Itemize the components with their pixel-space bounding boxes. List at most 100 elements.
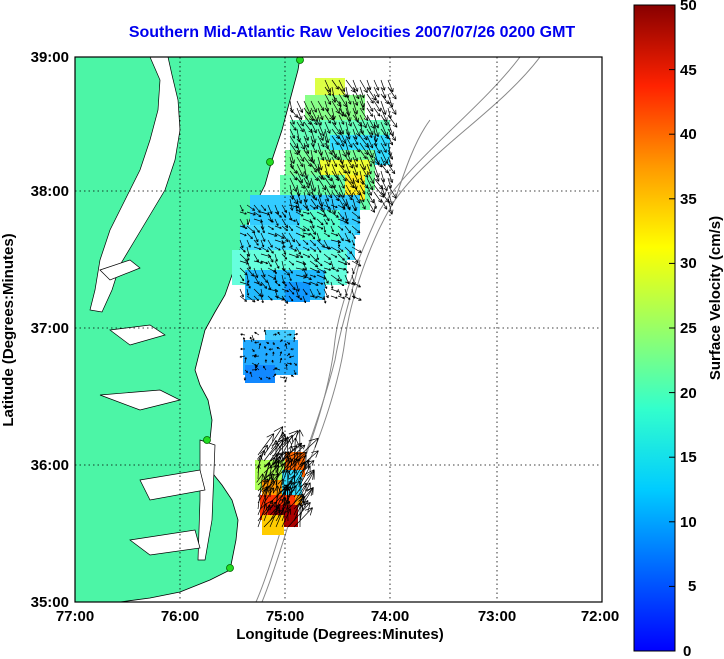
velocity-arrow [337, 267, 346, 271]
velocity-arrow [251, 354, 257, 357]
velocity-arrow [351, 295, 362, 301]
velocity-arrow [239, 225, 248, 230]
velocity-arrow [380, 198, 388, 210]
velocity-arrow [310, 121, 317, 134]
velocity-arrow [249, 336, 253, 343]
velocity-arrow [281, 485, 297, 510]
velocity-arrow [324, 142, 333, 155]
velocity-arrow [331, 198, 337, 215]
velocity-arrow [331, 79, 339, 90]
velocity-arrow [246, 211, 256, 216]
velocity-arrow [244, 357, 247, 364]
velocity-arrow [289, 114, 295, 125]
velocity-arrow [323, 225, 327, 233]
colorbar-tick-label: 25 [680, 320, 697, 337]
velocity-arrow [344, 267, 349, 274]
velocity-arrow [299, 470, 315, 498]
velocity-arrow [239, 211, 247, 215]
velocity-arrow [331, 156, 338, 168]
velocity-arrow [366, 198, 376, 213]
velocity-arrow [359, 191, 365, 203]
colorbar-tick-label: 50 [680, 0, 697, 14]
velocity-arrow [293, 369, 297, 375]
velocity-arrow [253, 281, 263, 286]
velocity-arrow [267, 239, 273, 248]
velocity-arrow [302, 267, 308, 277]
velocity-arrow [286, 362, 293, 365]
velocity-arrow [260, 246, 270, 253]
velocity-arrow [281, 295, 289, 304]
velocity-arrow [295, 246, 301, 255]
velocity-arrow [344, 204, 351, 210]
velocity-arrow [373, 79, 380, 91]
velocity-arrow [274, 367, 281, 371]
velocity-arrow [239, 274, 245, 282]
velocity-arrow [373, 149, 380, 166]
velocity-arrow [337, 260, 348, 266]
velocity-arrow [288, 246, 297, 252]
velocity-arrow [302, 260, 308, 271]
velocity-arrow [323, 281, 328, 289]
velocity-arrow [302, 246, 310, 251]
velocity-arrow [295, 218, 300, 226]
velocity-arrow [387, 184, 397, 199]
velocity-arrow [324, 184, 333, 199]
velocity-arrow [345, 170, 354, 185]
velocity-arrow [387, 100, 397, 115]
velocity-field-small [243, 330, 298, 383]
velocity-arrow [260, 295, 264, 304]
velocity-arrow [338, 177, 345, 189]
velocity-arrow [289, 355, 295, 359]
velocity-arrow [366, 149, 375, 165]
velocity-arrow [310, 114, 318, 126]
velocity-arrow [380, 114, 388, 126]
velocity-arrow [264, 359, 268, 364]
velocity-arrow [352, 149, 359, 162]
velocity-arrow [345, 135, 353, 148]
velocity-arrow [302, 274, 312, 281]
velocity-arrow [316, 211, 327, 217]
colorbar-tick-label: 5 [688, 578, 696, 595]
velocity-arrow [246, 239, 251, 248]
velocity-arrow [268, 348, 274, 351]
velocity-arrow [323, 288, 329, 299]
velocity-arrow [324, 191, 330, 202]
velocity-arrow [257, 485, 271, 516]
velocity-arrow [296, 107, 303, 121]
velocity-arrow [303, 100, 311, 115]
velocity-arrow [253, 355, 260, 358]
velocity-arrow [267, 295, 273, 301]
velocity-arrow [344, 246, 353, 255]
colorbar-tick-label: 40 [680, 126, 697, 143]
velocity-arrow [366, 184, 373, 196]
velocity-arrow [380, 149, 389, 164]
velocity-arrow [352, 170, 360, 184]
velocity-arrow [316, 225, 324, 230]
velocity-arrow [267, 246, 274, 254]
velocity-arrow [267, 232, 278, 237]
velocity-arrow [274, 295, 285, 301]
velocity-arrow [366, 93, 374, 104]
velocity-arrow [351, 239, 355, 246]
velocity-arrow [293, 482, 307, 504]
velocity-arrow [380, 177, 388, 192]
velocity-arrow [246, 281, 251, 289]
velocity-arrow [366, 163, 372, 175]
velocity-arrow [317, 121, 325, 137]
velocity-arrow [352, 128, 358, 140]
y-tick-label: 37:00 [31, 320, 69, 337]
velocity-arrow [338, 107, 347, 117]
velocity-arrow [359, 149, 367, 160]
velocity-arrow [257, 503, 268, 528]
velocity-arrow [240, 333, 246, 336]
velocity-arrow [257, 499, 274, 522]
colorbar-tick-label: 20 [680, 385, 697, 402]
velocity-arrow [281, 253, 288, 260]
velocity-arrow [239, 267, 248, 276]
velocity-arrow [330, 232, 339, 237]
x-tick-label: 75:00 [266, 608, 304, 625]
velocity-arrow [260, 260, 269, 265]
velocity-arrow [351, 232, 356, 240]
velocity-arrow [289, 128, 295, 139]
velocity-arrow [286, 333, 292, 336]
